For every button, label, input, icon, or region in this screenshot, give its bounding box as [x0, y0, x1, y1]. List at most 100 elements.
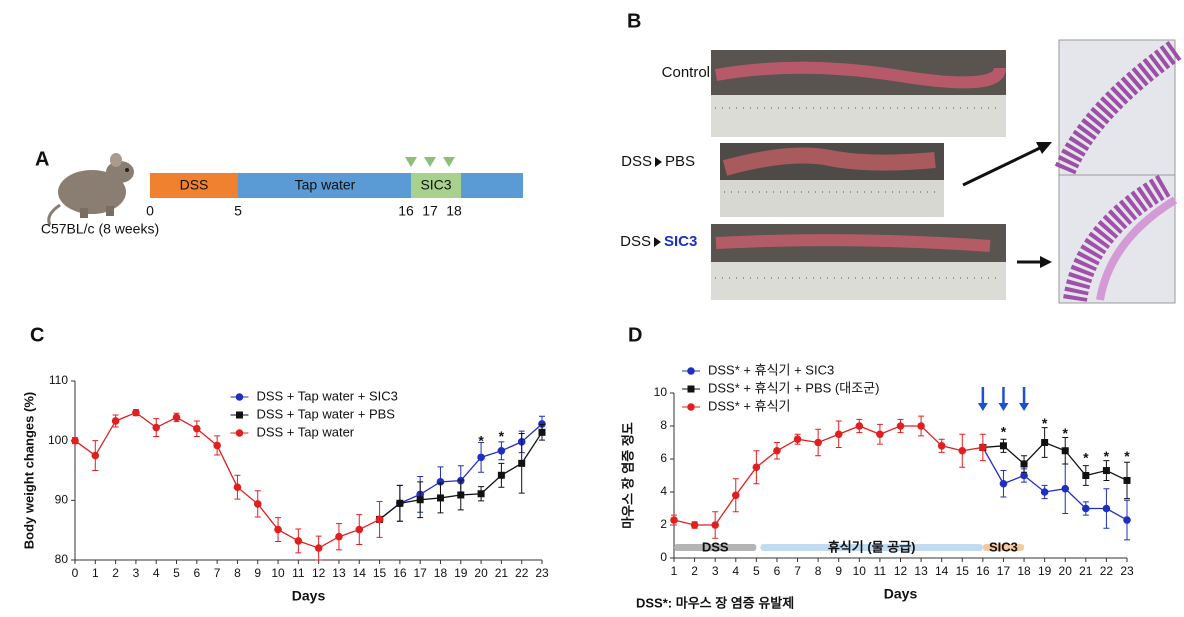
legend-label: DSS + Tap water + SIC3 — [256, 388, 397, 403]
data-point — [335, 532, 343, 541]
x-tick-label: 8 — [815, 564, 822, 578]
data-point — [999, 442, 1007, 450]
day-label: 0 — [146, 203, 154, 219]
x-tick-label: 15 — [956, 564, 970, 578]
data-point — [1041, 439, 1049, 446]
data-point — [1061, 447, 1069, 455]
legend-marker — [687, 385, 695, 393]
data-point — [457, 491, 465, 499]
x-axis-label: Days — [292, 588, 326, 604]
data-point — [814, 438, 822, 447]
data-point — [937, 442, 946, 450]
data-point — [690, 521, 699, 529]
x-tick-label: 10 — [853, 564, 867, 578]
x-tick-label: 21 — [1079, 564, 1093, 578]
x-tick-label: 19 — [1038, 564, 1052, 578]
x-tick-label: 17 — [413, 566, 427, 580]
data-point — [314, 544, 323, 552]
x-tick-label: 18 — [1017, 564, 1031, 578]
data-point — [731, 491, 740, 500]
data-point — [538, 420, 546, 428]
histology-image — [1054, 39, 1182, 176]
significance-mark: * — [1063, 425, 1069, 441]
x-tick-label: 7 — [214, 566, 221, 580]
x-tick-label: 14 — [935, 564, 949, 578]
x-tick-label: 20 — [474, 566, 488, 580]
period-band — [674, 544, 757, 551]
data-point — [152, 423, 161, 432]
y-tick-label: 110 — [49, 373, 68, 387]
x-tick-label: 16 — [976, 564, 990, 578]
significance-mark: * — [1124, 448, 1130, 464]
x-tick-label: 9 — [254, 566, 261, 580]
significance-mark: * — [499, 428, 505, 444]
x-tick-label: 21 — [495, 566, 509, 580]
data-point — [538, 428, 546, 436]
injection-markers — [405, 157, 455, 167]
timeline-segment — [238, 173, 411, 198]
data-point — [436, 494, 444, 502]
x-tick-label: 2 — [112, 566, 119, 580]
y-tick-label: 6 — [660, 451, 667, 465]
x-tick-label: 0 — [72, 566, 79, 580]
y-axis-label: 마우스 장 염증 정도 — [620, 422, 635, 529]
x-tick-label: 15 — [373, 566, 387, 580]
data-point — [497, 471, 505, 479]
y-tick-label: 80 — [55, 552, 69, 566]
x-tick-label: 17 — [997, 564, 1011, 578]
data-point — [793, 435, 802, 444]
y-tick-label: 2 — [660, 517, 667, 531]
x-tick-label: 8 — [234, 566, 241, 580]
treatment-arrowhead — [1019, 403, 1030, 411]
data-point — [518, 459, 526, 467]
x-tick-label: 3 — [712, 564, 719, 578]
x-tick-label: 6 — [774, 564, 781, 578]
y-tick-label: 4 — [660, 484, 667, 498]
x-tick-label: 22 — [1100, 564, 1114, 578]
segment-label: SIC3 — [420, 177, 451, 193]
period-label: DSS — [702, 539, 729, 554]
legend-marker — [687, 403, 695, 411]
x-tick-label: 12 — [312, 566, 326, 580]
significance-mark: * — [1001, 423, 1007, 439]
photo-label: DSS — [621, 153, 652, 170]
data-point — [958, 446, 967, 455]
x-tick-label: 7 — [794, 564, 801, 578]
period-label: 휴식기 (물 공급) — [828, 539, 916, 554]
day-label: 17 — [422, 203, 438, 219]
data-point — [1061, 484, 1070, 493]
data-point — [876, 430, 884, 439]
legend-label: DSS + Tap water — [256, 424, 354, 439]
x-tick-label: 14 — [353, 566, 367, 580]
data-point — [773, 446, 781, 455]
data-point — [917, 422, 925, 430]
data-point — [834, 430, 843, 439]
data-point — [1123, 476, 1131, 484]
x-tick-label: 19 — [454, 566, 468, 580]
data-point — [1082, 504, 1090, 513]
legend-label: DSS* + 휴식기 + SIC3 — [708, 362, 834, 377]
data-point — [1102, 504, 1111, 513]
photo-treatment: PBS — [665, 153, 695, 170]
data-point — [855, 422, 864, 430]
data-point — [896, 422, 905, 430]
significance-mark: * — [478, 433, 484, 449]
timeline-segment — [411, 173, 461, 198]
significance-mark: * — [1104, 448, 1110, 464]
legend-label: DSS* + 휴식기 + PBS (대조군) — [708, 380, 879, 395]
data-point — [1102, 467, 1110, 475]
x-tick-label: 5 — [173, 566, 180, 580]
timeline-segment — [150, 173, 238, 198]
data-point — [1020, 460, 1028, 468]
data-point — [1123, 516, 1131, 524]
x-tick-label: 16 — [393, 566, 407, 580]
segment-label: Tap water — [295, 177, 356, 193]
x-tick-label: 11 — [292, 566, 305, 580]
pointer-arrow — [962, 142, 1052, 268]
data-point — [91, 451, 100, 460]
y-tick-label: 100 — [48, 433, 68, 447]
panel-label: D — [628, 324, 642, 346]
data-point — [1040, 488, 1049, 496]
y-axis-label: Body weight changes (%) — [21, 392, 36, 549]
